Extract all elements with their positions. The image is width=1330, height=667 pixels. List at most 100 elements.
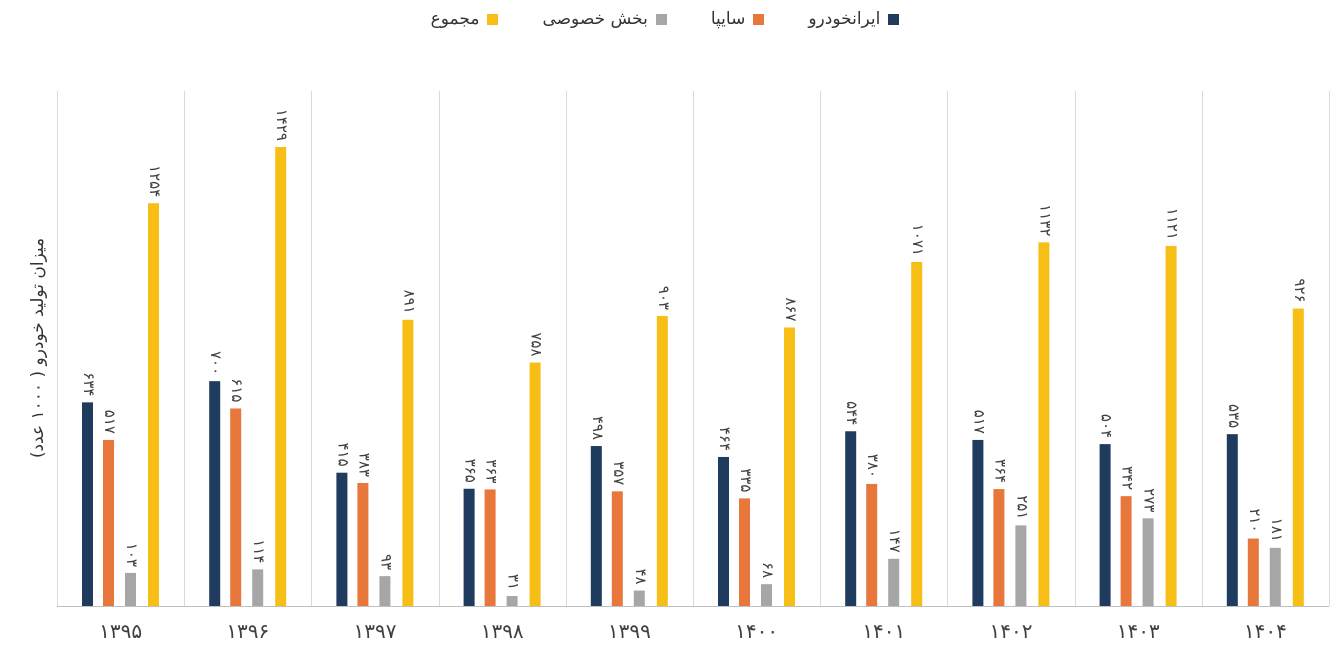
data-label: ۳۱ — [505, 574, 523, 590]
data-label: ۱۸۱ — [1268, 518, 1286, 542]
data-label: ۱۴۷ — [886, 529, 904, 553]
x-tick-label: ۱۴۰۳ — [1117, 619, 1160, 643]
bar — [1142, 518, 1154, 606]
bar — [633, 590, 645, 606]
bar — [103, 439, 114, 606]
data-label: ۵۰۴ — [1098, 414, 1116, 438]
bar — [336, 472, 348, 606]
bar — [993, 489, 1005, 606]
bar — [1269, 547, 1281, 606]
data-label: ۱۲۵۴ — [146, 165, 164, 197]
bar — [611, 491, 623, 606]
data-label: ۱۱۳۲ — [1036, 204, 1054, 236]
bar — [402, 319, 414, 606]
data-label: ۷۵۸ — [528, 332, 546, 356]
bar — [357, 482, 369, 606]
x-tick-label: ۱۳۹۵ — [99, 619, 142, 643]
bar — [761, 584, 772, 606]
x-tick-label: ۱۴۰۱ — [862, 619, 905, 643]
data-label: ۲۱۰ — [1246, 508, 1264, 532]
x-tick-label: ۱۴۰۲ — [990, 619, 1033, 643]
data-label: ۸۶۷ — [782, 297, 800, 321]
bar — [1015, 525, 1027, 606]
bar — [739, 498, 750, 606]
data-label: ۳۵۷ — [610, 461, 628, 485]
data-label: ۶۸ — [759, 562, 777, 578]
data-label: ۳۳۵ — [737, 468, 755, 492]
bar — [590, 446, 602, 606]
legend-item-private: بخش خصوصی — [542, 9, 667, 29]
bar — [209, 381, 221, 606]
data-label: ۸۹۱ — [400, 290, 418, 314]
legend-label-irankhodro: ایرانخودرو — [808, 9, 881, 29]
bar — [888, 558, 900, 606]
legend-item-saipa: سایپا — [711, 9, 765, 29]
bar — [656, 315, 668, 606]
bar — [1038, 242, 1050, 607]
data-label: ۳۸۰ — [864, 454, 882, 478]
bar — [82, 402, 93, 606]
data-label: ۱۰۷۱ — [909, 224, 927, 256]
x-tick-label: ۱۴۰۴ — [1244, 619, 1287, 643]
data-label: ۳۶۳ — [483, 459, 501, 483]
bar — [230, 408, 242, 606]
x-tick-label: ۱۳۹۸ — [481, 619, 524, 643]
data-label: ۵۳۵ — [1225, 404, 1243, 428]
bar — [529, 362, 541, 606]
bar — [1120, 496, 1132, 606]
data-label: ۹۲۶ — [1291, 278, 1309, 302]
data-label: ۱۰۳ — [123, 543, 141, 567]
data-label: ۱۱۴ — [250, 539, 268, 563]
data-label: ۳۶۴ — [991, 459, 1009, 483]
data-label: ۲۵۱ — [1013, 495, 1031, 519]
bar — [275, 147, 287, 606]
bar — [1165, 245, 1177, 606]
x-tick-label: ۱۳۹۷ — [354, 619, 397, 643]
data-label: ۶۱۵ — [228, 378, 246, 402]
bar — [506, 596, 518, 606]
legend-swatch-total — [487, 13, 499, 25]
data-label: ۹۳ — [377, 554, 395, 570]
data-label: ۴۶۴ — [716, 427, 734, 451]
data-label: ۲۷۳ — [1141, 488, 1159, 512]
bar — [866, 483, 878, 606]
data-label: ۶۳۴ — [80, 372, 98, 396]
legend: ایرانخودرو سایپا بخش خصوصی مجموع — [0, 4, 1330, 34]
legend-label-private: بخش خصوصی — [542, 9, 648, 29]
data-label: ۴۸ — [632, 568, 650, 584]
legend-swatch-saipa — [753, 13, 765, 25]
bar — [125, 572, 136, 606]
data-label: ۴۱۵ — [334, 443, 352, 467]
bar — [148, 203, 159, 606]
data-label: ۹۰۳ — [655, 286, 673, 310]
bar — [1226, 434, 1238, 606]
data-label: ۵۴۴ — [843, 401, 861, 425]
bar — [484, 489, 496, 606]
data-label: ۱۴۲۹ — [273, 109, 291, 141]
bar — [252, 569, 264, 606]
x-tick-label: ۱۳۹۹ — [608, 619, 651, 643]
legend-label-total: مجموع — [430, 9, 480, 29]
x-tick-label: ۱۴۰۰ — [735, 619, 778, 643]
bar — [911, 261, 923, 606]
bar — [1099, 444, 1111, 606]
data-label: ۳۸۳ — [355, 453, 373, 477]
bar — [972, 439, 984, 606]
legend-item-irankhodro: ایرانخودرو — [808, 9, 900, 29]
x-tick-label: ۱۳۹۶ — [226, 619, 269, 643]
legend-swatch-private — [655, 13, 667, 25]
data-label: ۴۹۸ — [589, 416, 607, 440]
data-label: ۳۶۵ — [462, 459, 480, 483]
bar — [1292, 308, 1304, 606]
legend-swatch-irankhodro — [888, 13, 900, 25]
data-label: ۵۱۷ — [101, 410, 119, 434]
bar — [845, 431, 857, 606]
bar — [379, 576, 391, 606]
data-label: ۷۰۰ — [207, 351, 225, 375]
bar — [718, 456, 729, 606]
data-label: ۱۱۲۱ — [1164, 208, 1182, 240]
bar — [784, 327, 795, 606]
data-label: ۵۱۷ — [970, 410, 988, 434]
data-label: ۳۴۲ — [1119, 466, 1137, 490]
